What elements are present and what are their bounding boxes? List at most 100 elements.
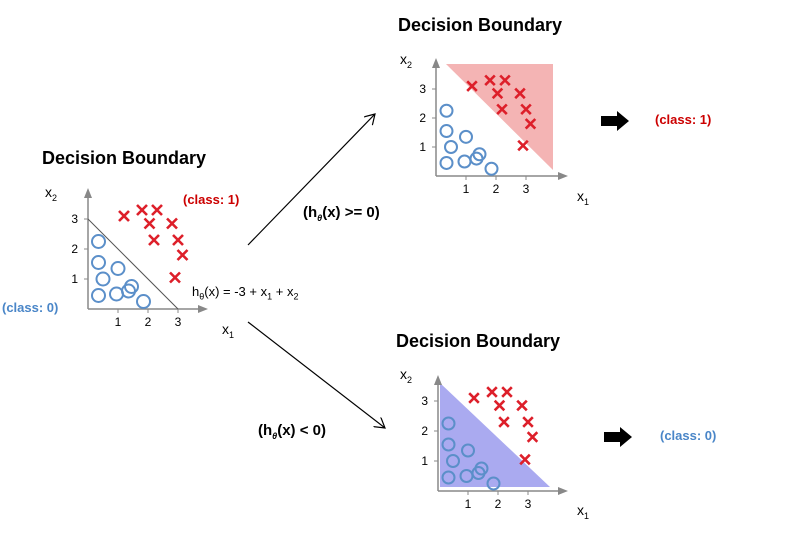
top-axes (432, 58, 568, 180)
bottom-marks: 1 1 2 2 3 3 (421, 386, 539, 511)
bottom-class1-point (486, 386, 498, 398)
bottom-plot: 1 1 2 2 3 3 (421, 375, 568, 511)
bottom-class0-point (441, 437, 456, 452)
bottom-x-label: x1 (577, 503, 589, 521)
eq-theta: θ (199, 291, 205, 302)
main-y-tick-label: 2 (71, 242, 78, 256)
main-marks: 1 1 2 2 3 3 (71, 204, 189, 329)
bottom-class1-point (519, 453, 531, 466)
top-class1-point (524, 118, 537, 130)
bottom-y-label-text: x (400, 366, 407, 382)
bottom-y-tick-label: 2 (421, 424, 428, 438)
main-class0-point (91, 288, 106, 303)
main-class1-point (172, 234, 184, 246)
top-y-tick-label: 1 (419, 140, 426, 154)
main-equation: hθ(x) = -3 + x1 + x2 (192, 285, 298, 302)
top-class0-point (439, 103, 454, 118)
main-class1-point (151, 204, 163, 216)
main-boundary-line (87, 218, 179, 310)
bottom-x-label-sub: 1 (584, 510, 590, 521)
bottom-class0-point (446, 454, 460, 468)
main-class1-point (143, 217, 156, 230)
bottom-result-label: (class: 0) (660, 428, 717, 443)
bottom-condition: (hθ(x) < 0) (258, 422, 326, 441)
top-class0-point (439, 124, 454, 139)
top-plot-title: Decision Boundary (398, 15, 563, 35)
main-x-tick-label: 1 (115, 315, 122, 329)
top-y-arrowhead (432, 58, 440, 68)
top-class0-point (444, 140, 458, 154)
main-y-arrowhead (84, 188, 92, 198)
main-y-tick-label: 3 (71, 212, 78, 226)
bottom-axes (434, 375, 568, 495)
main-class1-point (118, 210, 130, 222)
eq-plus: + x (272, 284, 294, 299)
bottom-y-tick-label: 1 (421, 454, 428, 468)
top-class1-point (491, 87, 504, 100)
top-class0-point (469, 151, 484, 166)
top-x-label: x1 (577, 189, 589, 207)
arrow-to-top-plot (247, 114, 375, 246)
main-x-tick-label: 3 (175, 315, 182, 329)
top-y-tick-label: 3 (419, 82, 426, 96)
top-result-label: (class: 1) (655, 112, 712, 127)
bottom-x-tick-label: 3 (525, 497, 532, 511)
main-x-label-sub: 1 (229, 329, 235, 340)
eq-sub2: 2 (293, 291, 299, 302)
main-class1-point (166, 217, 178, 230)
main-class0-label: (class: 0) (2, 300, 59, 315)
main-class0-point (91, 234, 106, 249)
arrow-to-bottom-plot (247, 321, 385, 428)
main-plot: 1 1 2 2 3 3 (71, 188, 208, 329)
top-y-label-sub: 2 (407, 59, 413, 70)
main-class0-point (110, 261, 126, 276)
bottom-y-label-sub: 2 (407, 374, 413, 385)
bottom-x-label-text: x (577, 502, 584, 518)
bottom-y-arrowhead (434, 375, 442, 385)
main-class1-point (169, 271, 181, 284)
top-class1-point (499, 74, 511, 87)
main-axes (84, 188, 208, 313)
main-x-tick-label: 2 (145, 315, 152, 329)
eq-h: h (192, 284, 200, 299)
main-class0-point (121, 283, 136, 299)
top-class1-point (496, 103, 508, 116)
main-class1-point (148, 234, 160, 246)
top-x-tick-label: 1 (463, 182, 470, 196)
bottom-plot-title: Decision Boundary (396, 331, 561, 351)
bottom-class1-point (498, 416, 510, 428)
main-y-label: x2 (45, 185, 57, 203)
bottom-class1-point (516, 399, 528, 412)
top-y-label: x2 (400, 52, 412, 70)
main-x-label-text: x (222, 321, 229, 337)
main-class1-label: (class: 1) (183, 192, 240, 207)
main-class1-point (136, 204, 148, 216)
top-x-tick-label: 3 (523, 182, 530, 196)
bottom-class0-point (471, 466, 486, 480)
eq-rest: (x) = -3 + x (204, 284, 268, 299)
main-y-label-text: x (45, 184, 52, 200)
top-class1-point (466, 80, 478, 92)
top-class1-point (520, 103, 532, 116)
main-class0-point (136, 294, 151, 309)
bottom-class1-point (493, 399, 506, 412)
top-class1-point (484, 74, 496, 87)
bottom-class0-point (461, 443, 475, 458)
bottom-class1-point (522, 416, 534, 428)
top-x-arrowhead (558, 172, 568, 180)
bottom-class0-point (441, 416, 456, 431)
bottom-class0-point (441, 470, 456, 485)
bottom-class1-point (468, 392, 480, 404)
main-class0-point (95, 271, 111, 287)
bottom-result-arrow-icon (604, 427, 632, 447)
top-class0-point (439, 155, 454, 170)
main-class1-point (176, 249, 189, 261)
bottom-y-label: x2 (400, 367, 412, 385)
bottom-class1-point (501, 386, 513, 398)
top-class1-point (517, 139, 529, 152)
top-class0-point (484, 161, 499, 176)
bottom-class0-point (486, 476, 501, 491)
bottom-x-arrowhead (558, 487, 568, 495)
top-marks: 1 1 2 2 3 3 (419, 74, 537, 196)
